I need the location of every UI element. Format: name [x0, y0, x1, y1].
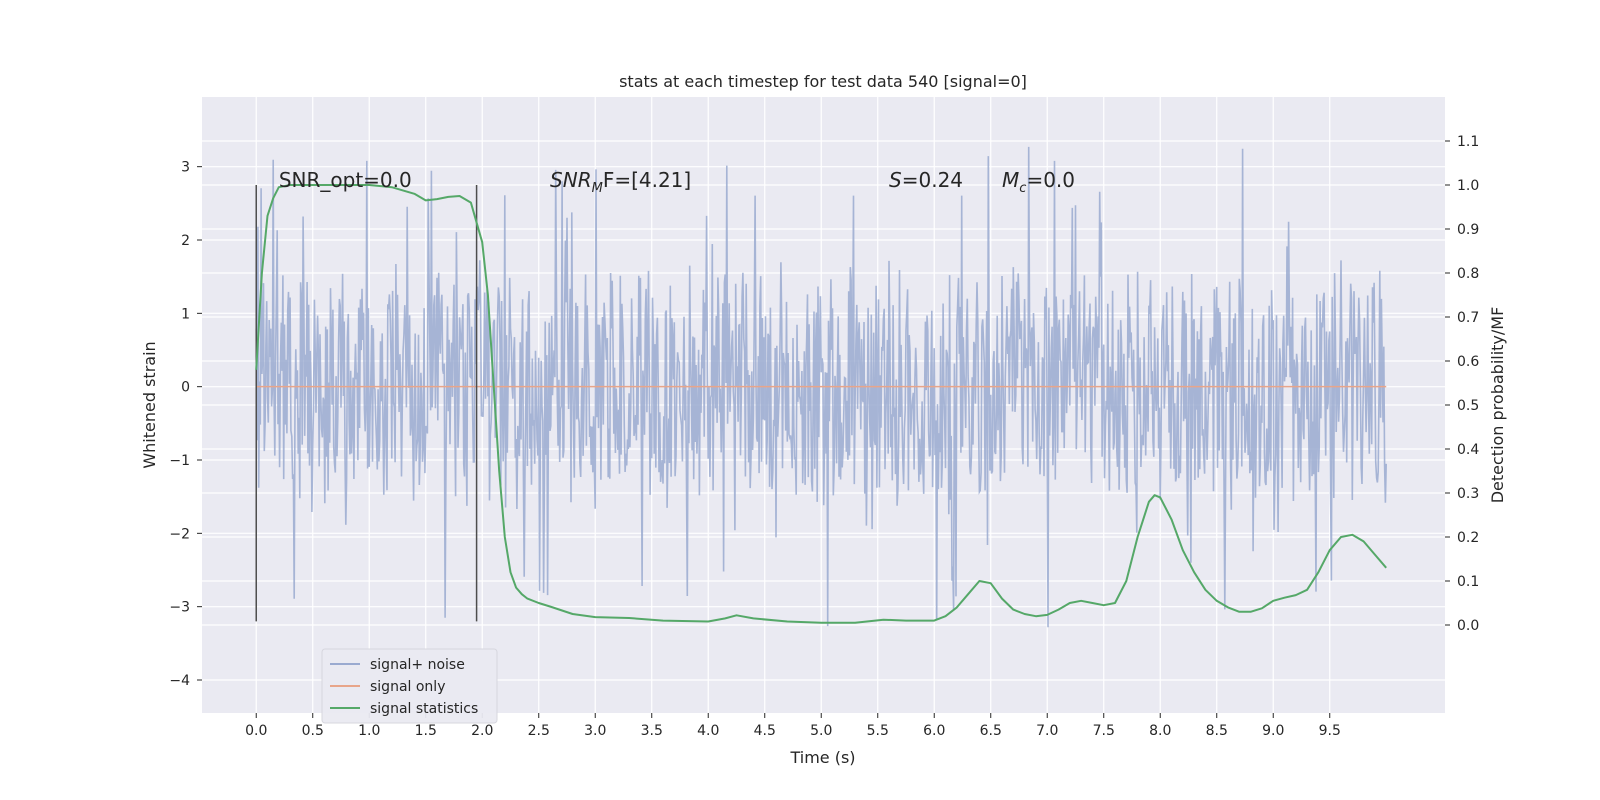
- x-tick-label-17: 8.5: [1206, 723, 1228, 739]
- annotation-1: SNRMF=[4.21]: [550, 168, 691, 196]
- x-tick-label-3: 1.5: [415, 723, 437, 739]
- x-tick-label-8: 4.0: [697, 723, 719, 739]
- legend-box: [321, 648, 498, 724]
- x-axis-ticks: 0.0 0.5 1.0 1.5 2.0 2.5 3.0 3.5 4.0 4.5 5.0 5.5 6.0 6…: [245, 713, 1341, 739]
- legend-label-signal-statistics: signal statistics: [370, 701, 478, 717]
- x-tick-label-7: 3.5: [641, 723, 663, 739]
- legend-label-signal-only: signal only: [370, 679, 445, 695]
- x-axis-label: Time (s): [789, 748, 855, 767]
- y-left-tick-label-1: −3: [169, 600, 190, 616]
- y-left-tick-label-6: 2: [181, 233, 190, 249]
- y-right-tick-label-2: 0.2: [1457, 530, 1479, 546]
- y-left-tick-label-7: 3: [181, 160, 190, 176]
- annotation-2: S=0.24: [889, 168, 963, 192]
- x-tick-label-15: 7.5: [1093, 723, 1115, 739]
- x-tick-label-14: 7.0: [1036, 723, 1058, 739]
- y-left-tick-label-4: 0: [181, 380, 190, 396]
- y-right-tick-label-8: 0.8: [1457, 266, 1479, 282]
- y-right-tick-label-10: 1.0: [1457, 178, 1479, 194]
- annotations: SNR_opt=0.0 SNRMF=[4.21] S=0.24 Mc=0.0: [279, 168, 1075, 196]
- x-tick-label-0: 0.0: [245, 723, 267, 739]
- signal-statistics-line: [255, 184, 1387, 624]
- x-tick-label-18: 9.0: [1262, 723, 1284, 739]
- y-right-tick-label-4: 0.4: [1457, 442, 1479, 458]
- y-left-tick-label-5: 1: [181, 306, 190, 322]
- y-right-tick-label-11: 1.1: [1457, 134, 1479, 150]
- y-left-tick-label-0: −4: [169, 673, 190, 689]
- annotation-3: Mc=0.0: [1002, 168, 1075, 196]
- annotation-0: SNR_opt=0.0: [279, 168, 412, 192]
- y-right-axis-label: Detection probability/MF: [1488, 307, 1507, 504]
- chart-title: stats at each timestep for test data 540…: [619, 72, 1027, 91]
- y-left-tick-label-2: −2: [169, 526, 190, 542]
- x-tick-label-12: 6.0: [923, 723, 945, 739]
- series-signal-statistics: [255, 184, 1387, 624]
- y-right-tick-label-5: 0.5: [1457, 398, 1479, 414]
- y-left-axis-ticks: −4 −3 −2 −1 0 1 2 3: [169, 160, 202, 689]
- x-tick-label-2: 1.0: [358, 723, 380, 739]
- x-tick-label-16: 8.0: [1149, 723, 1171, 739]
- series-signal-noise: [255, 146, 1387, 628]
- x-tick-label-6: 3.0: [584, 723, 606, 739]
- x-tick-label-10: 5.0: [810, 723, 832, 739]
- y-right-axis-ticks: 0.0 0.1 0.2 0.3 0.4 0.5 0.6 0.7 0.8 0.9 1.0 1.1: [1445, 134, 1479, 634]
- y-right-tick-label-1: 0.1: [1457, 574, 1479, 590]
- legend-label-signal-noise: signal+ noise: [370, 657, 465, 673]
- x-tick-label-9: 4.5: [754, 723, 776, 739]
- x-tick-label-19: 9.5: [1319, 723, 1341, 739]
- y-left-axis-label: Whitened strain: [140, 341, 159, 468]
- y-right-tick-label-3: 0.3: [1457, 486, 1479, 502]
- noise-trace: [255, 146, 1387, 628]
- x-tick-label-11: 5.5: [867, 723, 889, 739]
- y-right-tick-label-7: 0.7: [1457, 310, 1479, 326]
- y-right-tick-label-0: 0.0: [1457, 618, 1479, 634]
- x-tick-label-1: 0.5: [302, 723, 324, 739]
- legend: signal+ noise signal only signal statist…: [321, 648, 498, 724]
- y-right-tick-label-9: 0.9: [1457, 222, 1479, 238]
- y-left-tick-label-3: −1: [169, 453, 190, 469]
- x-tick-label-5: 2.5: [528, 723, 550, 739]
- x-tick-label-13: 6.5: [980, 723, 1002, 739]
- x-tick-label-4: 2.0: [471, 723, 493, 739]
- vertical-markers: [255, 185, 478, 622]
- y-right-tick-label-6: 0.6: [1457, 354, 1479, 370]
